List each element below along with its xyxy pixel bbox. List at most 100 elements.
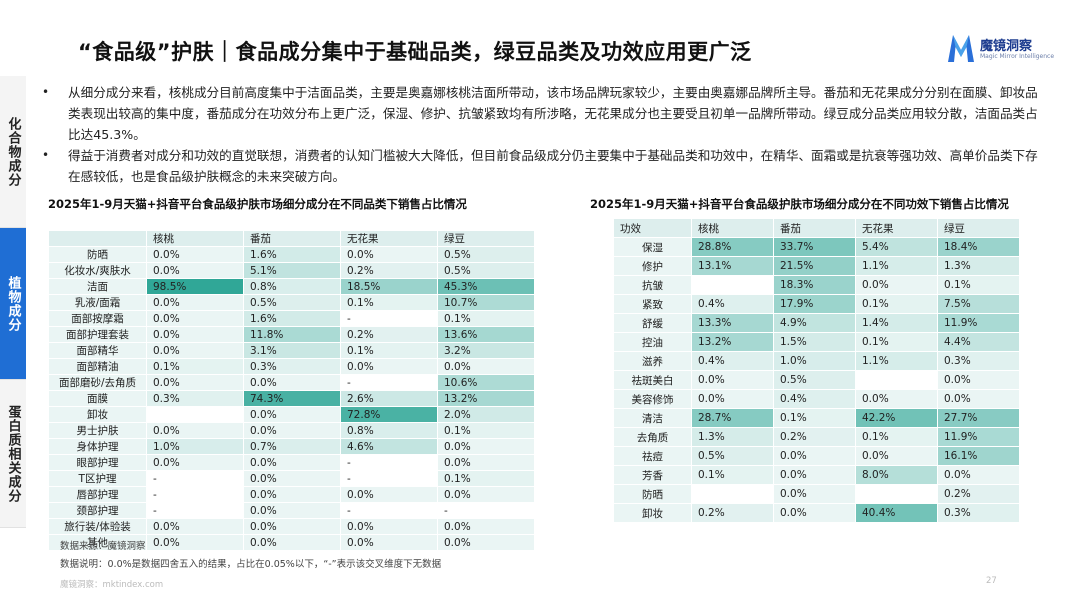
table-row: 化妆水/爽肤水 0.0% 5.1% 0.2% 0.5% [48,262,535,279]
table-row: 面部磨砂/去角质 0.0% 0.0% -10.6% [48,374,535,391]
value-cell: 13.2% [437,390,535,407]
table-row: 保湿 28.8% 33.7% 5.4% 18.4% [613,237,1020,257]
bullet-item: 从细分成分来看，核桃成分目前高度集中于洁面品类，主要是奥嘉娜核桃洁面所带动，该市… [40,82,1040,145]
data-note: 数据说明：0.0%是数据四舍五入的结果，占比在0.05%以下，“-”表示该交叉维… [60,559,442,570]
value-cell: 2.0% [437,406,535,423]
value-cell: 18.5% [340,278,438,295]
value-cell: 0.0% [146,262,244,279]
value-cell: 0.5% [437,262,535,279]
row-label: 美容修饰 [613,389,692,409]
value-cell: 0.1% [340,342,438,359]
value-cell: 1.1% [855,256,938,276]
value-cell: 0.0% [773,446,856,466]
value-cell: 0.0% [340,518,438,535]
category-share-table: 核桃 番茄 无花果 绿豆 防晒 0.0% 1.6% 0.0% 0.5% 化妆水/爽肤水 0.0% 5.… [48,230,535,551]
value-cell: 0.1% [340,294,438,311]
table-row: 面部按摩霜 0.0% 1.6% -0.1% [48,310,535,327]
table-row: 唇部护理 -0.0% 0.0% 0.0% [48,486,535,503]
value-cell: 0.0% [437,518,535,535]
value-cell: 0.0% [340,534,438,551]
value-cell: 1.5% [773,332,856,352]
value-cell: 0.0% [437,358,535,375]
value-cell: 0.2% [691,503,774,523]
value-cell: 0.0% [937,370,1020,390]
value-cell: 0.0% [146,342,244,359]
page-title: “食品级”护肤｜食品成分集中于基础品类，绿豆品类及功效应用更广泛 [78,40,752,64]
page-number: 27 [986,576,997,586]
value-cell: 0.0% [146,326,244,343]
column-header: 绿豆 [937,218,1020,238]
column-header: 核桃 [691,218,774,238]
value-cell: 13.6% [437,326,535,343]
table-row: 芳香 0.1% 0.0% 8.0% 0.0% [613,465,1020,485]
value-cell: 1.3% [937,256,1020,276]
value-cell: 27.7% [937,408,1020,428]
value-cell: 1.3% [691,427,774,447]
table-row: 乳液/面霜 0.0% 0.5% 0.1% 10.7% [48,294,535,311]
value-cell: 3.1% [243,342,341,359]
value-cell: - [340,310,438,327]
table-row: 祛痘 0.5% 0.0% 0.0% 16.1% [613,446,1020,466]
value-cell: 0.2% [937,484,1020,504]
value-cell: 18.4% [937,237,1020,257]
table1-title: 2025年1-9月天猫+抖音平台食品级护肤市场细分成分在不同品类下销售占比情况 [48,197,467,211]
column-header: 番茄 [243,230,341,247]
column-header: 绿豆 [437,230,535,247]
value-cell: 1.0% [773,351,856,371]
row-label: 舒缓 [613,313,692,333]
tab-compound[interactable]: 化合物成分 [0,76,26,228]
row-label: 旅行装/体验装 [48,518,147,535]
value-cell: 0.0% [855,446,938,466]
row-label: 面部磨砂/去角质 [48,374,147,391]
column-header: 核桃 [146,230,244,247]
row-label: 芳香 [613,465,692,485]
value-cell: 0.0% [437,454,535,471]
table-row: 舒缓 13.3% 4.9% 1.4% 11.9% [613,313,1020,333]
value-cell: 0.0% [691,370,774,390]
table-row: 卸妆 0.0% 72.8% 2.0% [48,406,535,423]
value-cell: 0.1% [437,422,535,439]
value-cell: 0.1% [437,470,535,487]
tab-plant[interactable]: 植物成分 [0,228,26,380]
value-cell: 4.6% [340,438,438,455]
value-cell: 0.0% [146,246,244,263]
summary-bullets: 从细分成分来看，核桃成分目前高度集中于洁面品类，主要是奥嘉娜核桃洁面所带动，该市… [40,82,1040,187]
value-cell: 74.3% [243,390,341,407]
value-cell: 45.3% [437,278,535,295]
row-label: 修护 [613,256,692,276]
value-cell: 0.1% [773,408,856,428]
row-label: 滋养 [613,351,692,371]
table-row: 控油 13.2% 1.5% 0.1% 4.4% [613,332,1020,352]
tab-protein[interactable]: 蛋白质相关成分 [0,380,26,528]
value-cell [146,406,244,423]
table-row: 面膜 0.3% 74.3% 2.6% 13.2% [48,390,535,407]
value-cell: 0.2% [340,326,438,343]
row-label: 保湿 [613,237,692,257]
table-header-row: 功效 核桃 番茄 无花果 绿豆 [613,218,1020,238]
value-cell: 0.0% [437,438,535,455]
value-cell: 0.0% [773,503,856,523]
table-row: 滋养 0.4% 1.0% 1.1% 0.3% [613,351,1020,371]
value-cell: 0.0% [243,518,341,535]
value-cell: 11.9% [937,313,1020,333]
value-cell: 0.0% [243,454,341,471]
table-row: 面部护理套装 0.0% 11.8% 0.2% 13.6% [48,326,535,343]
value-cell: 13.2% [691,332,774,352]
value-cell: 98.5% [146,278,244,295]
value-cell: 0.5% [773,370,856,390]
value-cell: 0.1% [855,332,938,352]
value-cell: 10.7% [437,294,535,311]
value-cell: 0.0% [437,534,535,551]
value-cell: 0.5% [691,446,774,466]
efficacy-share-table: 功效 核桃 番茄 无花果 绿豆 保湿 28.8% 33.7% 5.4% 18.4% 修护 13.1% 2… [613,218,1020,523]
value-cell: 0.1% [146,358,244,375]
value-cell: 0.3% [243,358,341,375]
row-label: 男士护肤 [48,422,147,439]
table-row: 其他 0.0% 0.0% 0.0% 0.0% [48,534,535,551]
row-label: 防晒 [613,484,692,504]
table-row: 紧致 0.4% 17.9% 0.1% 7.5% [613,294,1020,314]
value-cell: 28.8% [691,237,774,257]
table-row: 颈部护理 -0.0% - - [48,502,535,519]
table-row: 眼部护理 0.0% 0.0% -0.0% [48,454,535,471]
